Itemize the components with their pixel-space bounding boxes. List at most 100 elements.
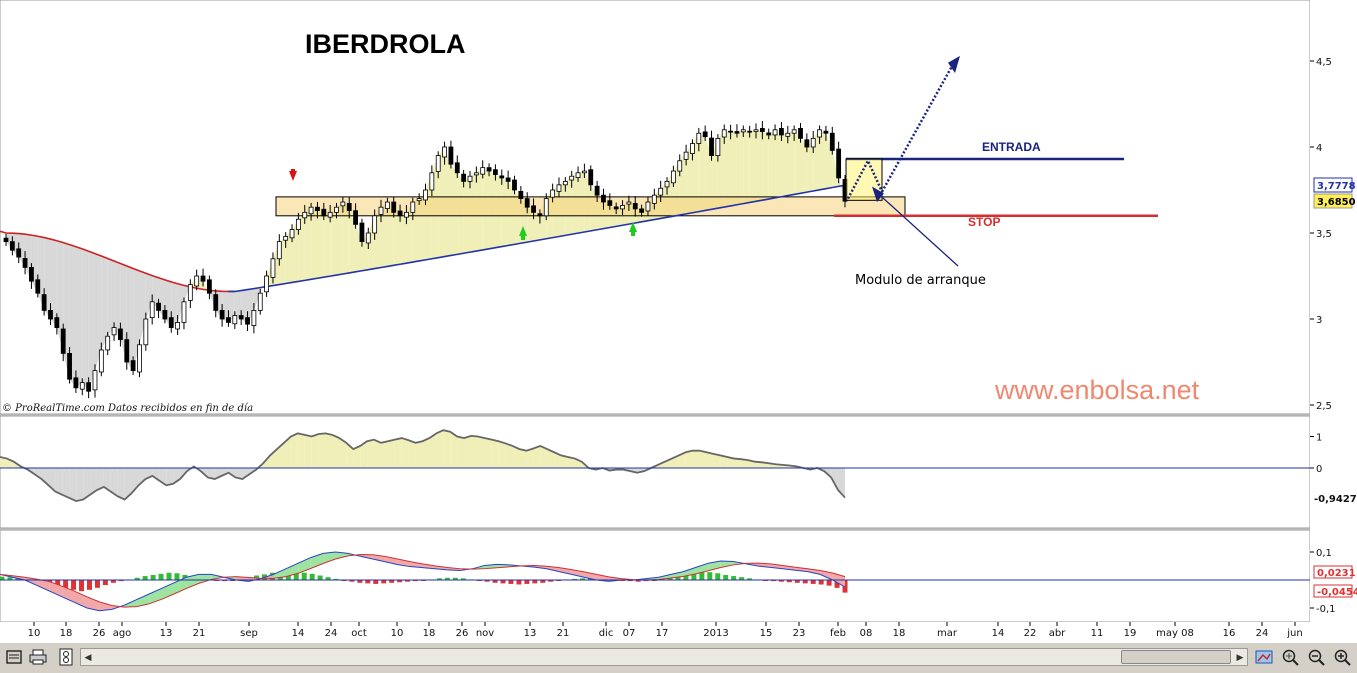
layout-icon[interactable] [1254, 647, 1274, 667]
scroll-thumb[interactable] [1121, 650, 1231, 664]
macd-histogram-bar [381, 580, 387, 584]
candle [562, 177, 568, 192]
print-icon[interactable] [4, 647, 24, 667]
osc-fill-segment [103, 468, 111, 492]
time-scrollbar[interactable]: ◀ ▶ [80, 648, 1248, 666]
osc-fill-segment [547, 449, 555, 468]
candle-body [397, 210, 403, 217]
date-tick-label: mar [937, 628, 958, 639]
date-tick-label: 2013 [703, 628, 728, 639]
candle-body [505, 177, 511, 182]
candle [715, 134, 721, 162]
osc-fill-segment [831, 468, 839, 491]
macd-histogram-bar [7, 577, 13, 580]
candle [22, 251, 28, 275]
candle-body [315, 206, 320, 212]
candle-body [740, 129, 746, 133]
fill-segment [355, 224, 362, 272]
osc-fill-segment [394, 438, 402, 468]
osc-fill-segment [304, 434, 312, 468]
candle-body [467, 175, 473, 182]
candle [213, 289, 219, 318]
candle-body [518, 190, 524, 200]
fill-segment [234, 290, 242, 319]
tools-icon[interactable] [56, 647, 76, 667]
candle [512, 175, 517, 195]
candle-body [562, 180, 568, 186]
candle-body [410, 201, 416, 213]
macd-fill-segment [198, 574, 212, 584]
candle [156, 298, 161, 319]
date-tick-label: 26 [456, 628, 469, 639]
osc-tick-label: 1 [1316, 433, 1322, 444]
osc-fill-segment [720, 455, 728, 468]
candle [149, 294, 155, 325]
osc-fill-segment [567, 456, 575, 468]
scroll-left-icon[interactable]: ◀ [84, 651, 92, 662]
candle [632, 196, 638, 217]
macd-histogram-bar [317, 575, 323, 580]
zoom-fit-icon[interactable] [1280, 647, 1300, 667]
candle-body [416, 198, 422, 202]
chart-title: IBERDROLA [305, 29, 466, 59]
osc-fill-segment [838, 468, 845, 498]
ma-long-line [228, 184, 846, 293]
candle [92, 364, 98, 398]
fill-segment [736, 129, 744, 205]
macd-histogram-bar [532, 580, 538, 584]
osc-fill-segment [277, 442, 284, 468]
candle [709, 130, 714, 161]
macd-fill-segment [273, 568, 286, 579]
scroll-right-icon[interactable]: ▶ [1236, 651, 1244, 662]
candle-body [556, 184, 562, 192]
candle [175, 315, 181, 335]
candle [353, 203, 358, 229]
osc-fill-segment [228, 468, 236, 478]
macd-histogram-bar [715, 573, 721, 580]
fill-segment [768, 129, 776, 200]
candle-body [29, 266, 34, 282]
candle [187, 279, 193, 309]
fill-segment [381, 202, 388, 268]
osc-fill-segment [83, 468, 91, 500]
fill-segment [139, 270, 146, 345]
candle-body [187, 284, 193, 301]
fill-segment [323, 212, 331, 278]
osc-value-label: -0,9427 [1314, 494, 1357, 505]
osc-fill-segment [207, 468, 215, 480]
candle [836, 141, 842, 184]
up-arrow-stem [631, 232, 635, 236]
candle-body [429, 172, 435, 191]
candle-body [721, 129, 727, 138]
zoom-in-icon[interactable] [1332, 647, 1352, 667]
macd-fill-segment [24, 577, 38, 586]
candle [315, 201, 320, 219]
candle-body [435, 155, 441, 172]
candle-body [651, 194, 657, 204]
date-tick-label: 18 [60, 628, 73, 639]
macd-histogram-bar [436, 578, 442, 580]
macd-histogram-bar [747, 578, 753, 580]
candle [35, 274, 41, 298]
macd-histogram-bar [325, 577, 331, 580]
macd-histogram-bar [723, 574, 729, 580]
candle-body [423, 189, 428, 201]
printer-icon[interactable] [28, 647, 48, 667]
candle [690, 139, 695, 161]
price-tick-label: 3,5 [1316, 229, 1332, 240]
osc-fill-segment [678, 452, 686, 468]
candle-body [677, 160, 683, 172]
osc-fill-segment [283, 436, 291, 468]
date-tick-label: feb [830, 628, 846, 639]
osc-fill-segment [34, 468, 42, 480]
date-axis: 10 18 26 ago 13 21 sep 14 24 oct 10 18 26 nov 13 21 dic 0… [28, 622, 1303, 639]
fill-segment [819, 129, 826, 190]
date-tick-label: ago [113, 628, 132, 639]
fill-segment [304, 207, 312, 281]
date-tick-label: 19 [1124, 628, 1137, 639]
candle [404, 204, 409, 225]
zoom-out-icon[interactable] [1306, 647, 1326, 667]
date-tick-label: 23 [793, 628, 806, 639]
fill-segment [533, 212, 540, 242]
candle-body [817, 129, 822, 138]
